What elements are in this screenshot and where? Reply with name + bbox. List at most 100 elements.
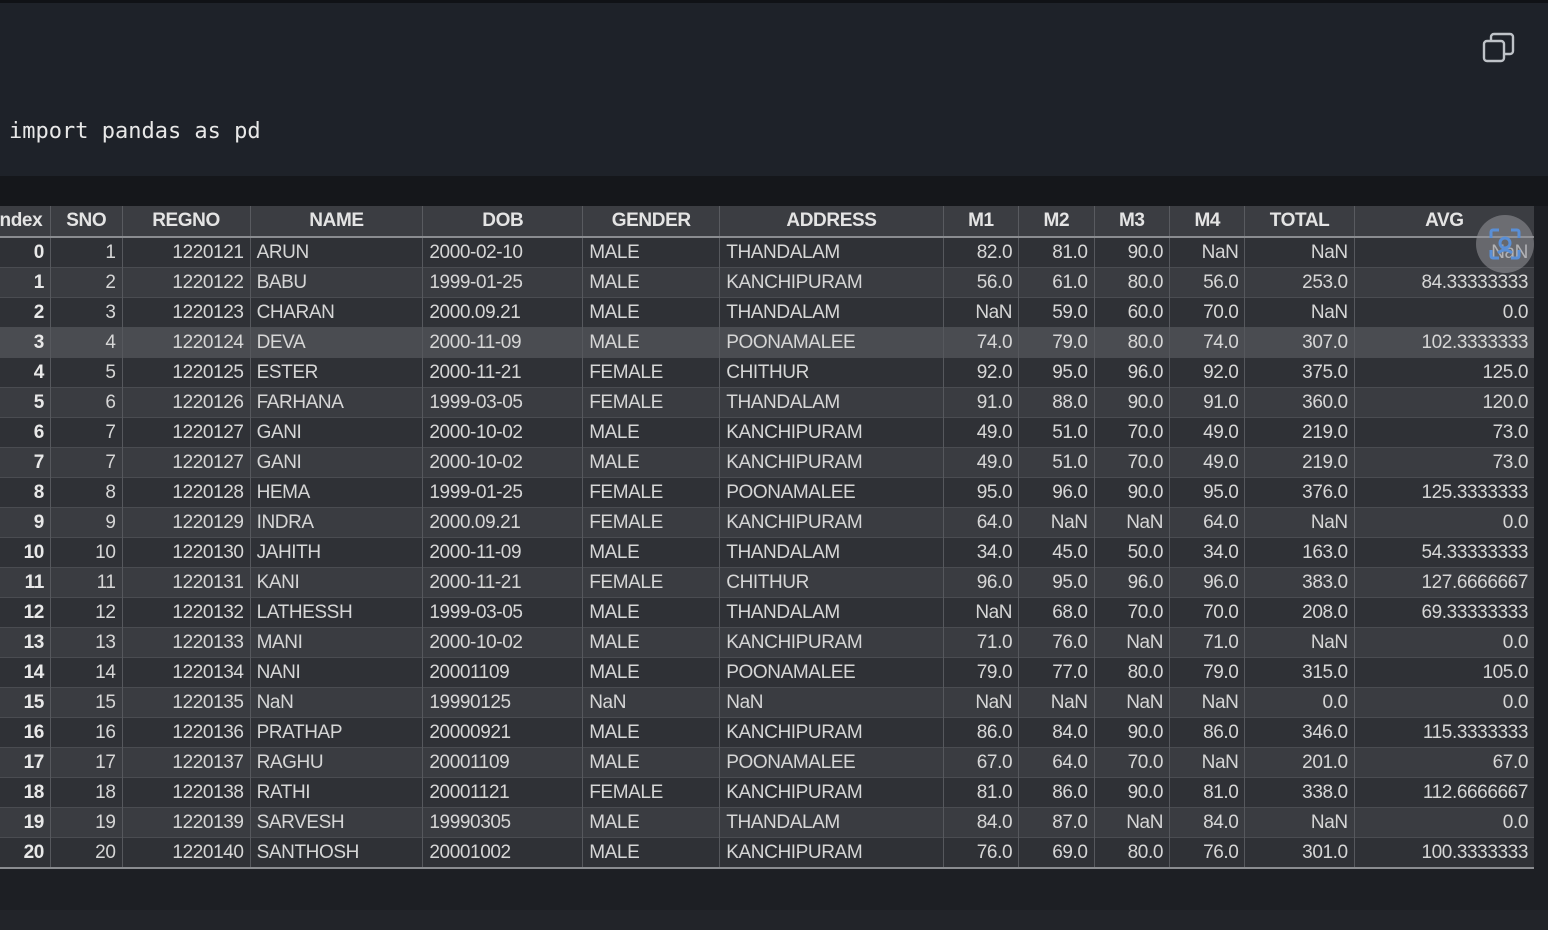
table-cell: MALE — [582, 627, 720, 658]
table-cell: 338.0 — [1244, 777, 1355, 808]
row-index: 17 — [0, 747, 51, 778]
table-cell: 91.0 — [942, 387, 1019, 418]
table-row: 7 7 1220127 GANI 2000-10-02 MALE KANCHIPURAM 49… — [0, 447, 1534, 478]
table-cell: 307.0 — [1244, 327, 1355, 358]
table-cell: 1220123 — [121, 297, 251, 328]
table-cell: 0.0 — [1353, 507, 1534, 538]
table-cell: FEMALE — [582, 387, 720, 418]
table-cell: 163.0 — [1244, 537, 1355, 568]
table-cell: NaN — [942, 597, 1019, 628]
table-cell: 1999-03-05 — [422, 597, 583, 628]
table-cell: 2000-11-21 — [422, 567, 583, 598]
table-cell: 88.0 — [1018, 387, 1095, 418]
table-cell: HEMA — [249, 477, 423, 508]
table-cell: 102.3333333 — [1353, 327, 1534, 358]
table-cell: NaN — [719, 687, 944, 718]
row-index: 5 — [0, 387, 51, 418]
table-cell: 15 — [49, 687, 123, 718]
copy-icon — [1482, 32, 1515, 63]
table-cell: 10 — [49, 537, 123, 568]
table-cell: 70.0 — [1093, 447, 1170, 478]
table-cell: 60.0 — [1093, 297, 1170, 328]
table-cell: 1220136 — [121, 717, 251, 748]
table-cell: 112.6666667 — [1353, 777, 1534, 808]
bottom-bar — [0, 910, 1548, 930]
table-cell: 70.0 — [1093, 747, 1170, 778]
table-cell: 96.0 — [942, 567, 1019, 598]
table-cell: 67.0 — [942, 747, 1019, 778]
table-cell: 2000-10-02 — [422, 417, 583, 448]
table-cell: 376.0 — [1244, 477, 1355, 508]
table-row: 5 6 1220126 FARHANA 1999-03-05 FEMALE THANDALA… — [0, 387, 1534, 418]
copy-button[interactable] — [1480, 31, 1516, 67]
table-cell: KANCHIPURAM — [719, 717, 944, 748]
table-cell: 1220129 — [121, 507, 251, 538]
table-cell: LATHESSH — [249, 597, 423, 628]
column-header: M1 — [942, 206, 1019, 238]
row-index: 7 — [0, 447, 51, 478]
table-cell: 34.0 — [942, 537, 1019, 568]
table-cell: MANI — [249, 627, 423, 658]
table-cell: 1220127 — [121, 447, 251, 478]
table-cell: POONAMALEE — [719, 747, 944, 778]
column-header: index — [0, 206, 51, 238]
table-row: 14 14 1220134 NANI 20001109 MALE POONAMALEE 79.… — [0, 657, 1534, 688]
table-cell: 90.0 — [1093, 777, 1170, 808]
table-cell: 1999-03-05 — [422, 387, 583, 418]
table-cell: 64.0 — [942, 507, 1019, 538]
table-cell: 71.0 — [1169, 627, 1245, 658]
table-cell: MALE — [582, 236, 720, 268]
table-cell: 95.0 — [942, 477, 1019, 508]
column-header: REGNO — [121, 206, 251, 238]
table-cell: 1220122 — [121, 267, 251, 298]
table-cell: FEMALE — [582, 567, 720, 598]
table-cell: 1220124 — [121, 327, 251, 358]
table-cell: 50.0 — [1093, 537, 1170, 568]
table-cell: 95.0 — [1018, 567, 1095, 598]
table-cell: 5 — [49, 357, 123, 388]
column-header: ADDRESS — [719, 206, 944, 238]
table-cell: 19990125 — [422, 687, 583, 718]
row-index: 11 — [0, 567, 51, 598]
table-cell: 0.0 — [1353, 297, 1534, 328]
table-row: 19 19 1220139 SARVESH 19990305 MALE THANDALAM 8… — [0, 807, 1534, 838]
table-cell: FEMALE — [582, 357, 720, 388]
row-index: 15 — [0, 687, 51, 718]
table-cell: 77.0 — [1018, 657, 1095, 688]
table-cell: POONAMALEE — [719, 327, 944, 358]
table-cell: 360.0 — [1244, 387, 1355, 418]
row-index: 12 — [0, 597, 51, 628]
column-header: M3 — [1093, 206, 1170, 238]
table-cell: 73.0 — [1353, 447, 1534, 478]
table-cell: SARVESH — [249, 807, 423, 838]
table-row: 20 20 1220140 SANTHOSH 20001002 MALE KANCHIPUR… — [0, 837, 1534, 869]
table-cell: 1220134 — [121, 657, 251, 688]
table-cell: 76.0 — [1018, 627, 1095, 658]
table-cell: 1220131 — [121, 567, 251, 598]
output-area: indexSNOREGNONAMEDOBGENDERADDRESSM1M2M3M… — [0, 206, 1548, 910]
table-cell: 49.0 — [1169, 417, 1245, 448]
row-index: 19 — [0, 807, 51, 838]
table-cell: INDRA — [249, 507, 423, 538]
row-index: 16 — [0, 717, 51, 748]
table-cell: 81.0 — [1169, 777, 1245, 808]
table-cell: 73.0 — [1353, 417, 1534, 448]
row-index: 18 — [0, 777, 51, 808]
table-cell: KANCHIPURAM — [719, 777, 944, 808]
table-cell: 84.0 — [1169, 807, 1245, 838]
table-cell: THANDALAM — [719, 597, 944, 628]
table-cell: 0.0 — [1353, 807, 1534, 838]
row-index: 3 — [0, 327, 51, 358]
table-row: 12 12 1220132 LATHESSH 1999-03-05 MALE THANDAL… — [0, 597, 1534, 628]
table-cell: 2 — [49, 267, 123, 298]
table-cell: THANDALAM — [719, 297, 944, 328]
column-header: M4 — [1169, 206, 1245, 238]
table-cell: 86.0 — [1018, 777, 1095, 808]
table-cell: 20 — [49, 837, 123, 869]
lens-button[interactable] — [1476, 215, 1534, 273]
table-cell: NaN — [1093, 687, 1170, 718]
table-cell: KANCHIPURAM — [719, 447, 944, 478]
table-cell: 79.0 — [1169, 657, 1245, 688]
row-index: 10 — [0, 537, 51, 568]
row-index: 20 — [0, 837, 51, 869]
